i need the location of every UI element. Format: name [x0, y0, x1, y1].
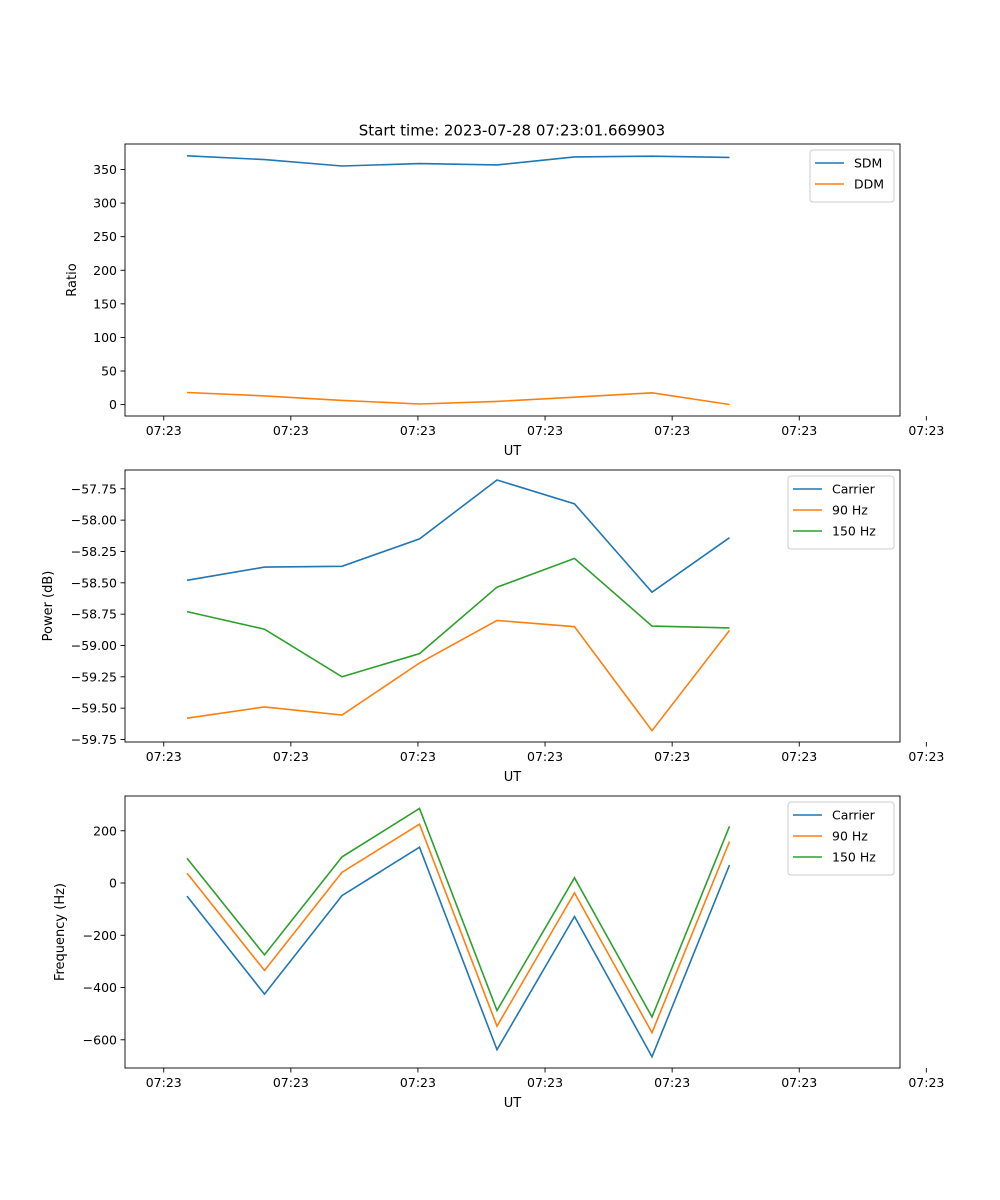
y-tick-label: 0: [109, 876, 117, 891]
y-tick-label: 0: [109, 397, 117, 412]
chart-title: Start time: 2023-07-28 07:23:01.669903: [359, 122, 665, 140]
y-tick-label: 50: [101, 364, 117, 379]
legend-label: DDM: [854, 177, 884, 192]
x-tick-label: 07:23: [781, 423, 817, 438]
x-tick-label: 07:23: [527, 749, 563, 764]
y-tick-label: −59.25: [71, 669, 117, 684]
y-tick-label: −59.00: [71, 638, 117, 653]
y-tick-label: −59.75: [71, 732, 117, 747]
x-tick-label: 07:23: [654, 749, 690, 764]
x-tick-label: 07:23: [908, 749, 944, 764]
x-tick-label: 07:23: [146, 749, 182, 764]
x-tick-label: 07:23: [146, 423, 182, 438]
axes-ratio: 07:23 07:23 07:23 07:23 07:23 07:23 07:23 0 50 10…: [65, 143, 944, 459]
y-tick-label: −57.75: [71, 481, 117, 496]
series-line-90-hz: [186, 823, 731, 1035]
series-line-150-hz: [186, 557, 730, 678]
y-tick-label: 250: [93, 229, 117, 244]
y-tick-label: −600: [83, 1032, 117, 1047]
axes-frame: [124, 469, 901, 743]
axes-power: 07:23 07:23 07:23 07:23 07:23 07:23 07:23 −59.7…: [41, 469, 944, 785]
axes-frame: [124, 795, 901, 1069]
x-tick-label: 07:23: [273, 1075, 309, 1090]
y-tick-label: −200: [83, 928, 117, 943]
y-tick-label: −58.25: [71, 544, 117, 559]
y-tick-label: −58.75: [71, 607, 117, 622]
legend-label: Carrier: [832, 482, 876, 497]
axes-frame: [124, 143, 901, 417]
y-axis-label: Ratio: [65, 263, 80, 296]
x-tick-label: 07:23: [527, 1075, 563, 1090]
series-line-ddm: [186, 391, 730, 406]
x-tick-label: 07:23: [781, 749, 817, 764]
series-line-150-hz: [186, 807, 731, 1019]
legend-label: 90 Hz: [832, 829, 868, 844]
axes-frequency: 07:23 07:23 07:23 07:23 07:23 07:23 07:23 −600 −…: [53, 795, 944, 1111]
series-line-90-hz: [186, 619, 731, 733]
y-tick-label: 200: [93, 823, 117, 838]
series-line-carrier: [186, 846, 731, 1059]
series-line-carrier: [186, 479, 730, 594]
x-tick-label: 07:23: [146, 1075, 182, 1090]
y-tick-label: 150: [93, 296, 117, 311]
series-line-sdm: [186, 155, 730, 167]
y-axis-label: Frequency (Hz): [53, 883, 68, 981]
y-tick-label: 350: [93, 162, 117, 177]
y-tick-label: 300: [93, 196, 117, 211]
x-tick-label: 07:23: [273, 423, 309, 438]
y-tick-label: 100: [93, 330, 117, 345]
x-tick-label: 07:23: [654, 1075, 690, 1090]
y-tick-label: 200: [93, 263, 117, 278]
legend-label: Carrier: [832, 808, 876, 823]
x-tick-label: 07:23: [908, 423, 944, 438]
x-tick-label: 07:23: [400, 423, 436, 438]
legend-label: 90 Hz: [832, 503, 868, 518]
x-tick-label: 07:23: [908, 1075, 944, 1090]
x-tick-label: 07:23: [400, 749, 436, 764]
x-axis-label: UT: [504, 770, 522, 785]
legend-label: 150 Hz: [832, 524, 876, 539]
x-tick-label: 07:23: [273, 749, 309, 764]
y-axis-label: Power (dB): [41, 571, 56, 642]
legend-label: 150 Hz: [832, 850, 876, 865]
x-tick-label: 07:23: [781, 1075, 817, 1090]
y-tick-label: −59.50: [71, 701, 117, 716]
x-tick-label: 07:23: [400, 1075, 436, 1090]
legend-label: SDM: [854, 156, 882, 171]
y-tick-label: −58.00: [71, 513, 117, 528]
y-tick-label: −58.50: [71, 575, 117, 590]
x-axis-label: UT: [504, 1096, 522, 1111]
y-tick-label: −400: [83, 980, 117, 995]
x-tick-label: 07:23: [654, 423, 690, 438]
x-axis-label: UT: [504, 444, 522, 459]
x-tick-label: 07:23: [527, 423, 563, 438]
